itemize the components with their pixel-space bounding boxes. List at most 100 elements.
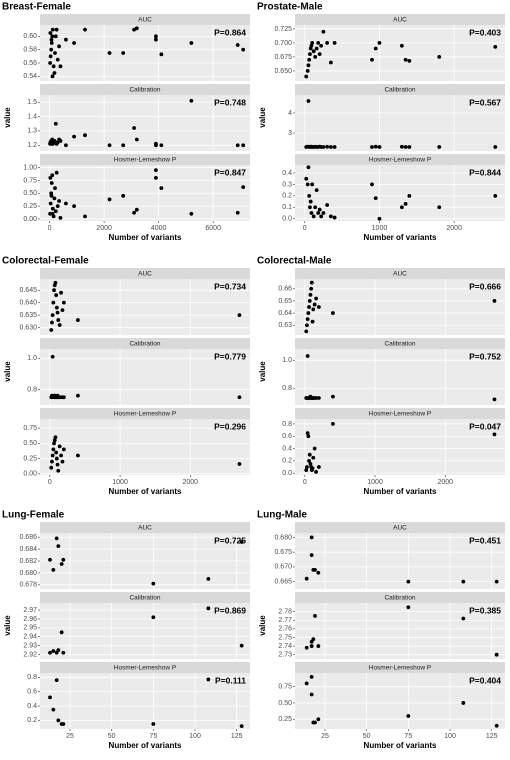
point — [492, 397, 497, 402]
annotation: P=0.666 — [469, 281, 501, 291]
point — [61, 395, 66, 400]
point — [50, 211, 55, 216]
point — [151, 581, 156, 586]
point — [53, 121, 58, 126]
point — [189, 211, 194, 216]
point — [406, 579, 411, 584]
y-tick-label: 0.25 — [23, 455, 37, 462]
x-axis-label: Number of variants — [109, 741, 182, 750]
point — [57, 444, 62, 449]
point — [313, 720, 317, 725]
y-tick-label: 0.700 — [274, 40, 292, 47]
annotation: P=0.844 — [469, 167, 501, 177]
facet-strip — [295, 662, 505, 673]
y-axis-label: value — [3, 615, 12, 636]
point — [309, 692, 314, 697]
y-tick-label: 0.675 — [274, 54, 292, 61]
point — [314, 396, 318, 400]
point — [494, 579, 499, 584]
panel — [40, 95, 250, 151]
point — [121, 193, 126, 198]
point — [53, 51, 57, 55]
point — [53, 34, 58, 39]
y-tick-label: 0.50 — [23, 190, 37, 197]
point — [325, 144, 330, 149]
point — [55, 310, 60, 315]
point — [316, 211, 321, 215]
point — [55, 462, 60, 467]
facet-strip-label: Calibration — [384, 595, 415, 602]
y-tick-label: 0.6 — [282, 433, 292, 440]
point — [241, 143, 246, 148]
point — [52, 441, 56, 446]
y-tick-label: 1.2 — [27, 142, 37, 149]
point — [49, 181, 54, 185]
point — [461, 701, 466, 705]
point — [316, 305, 321, 309]
point — [304, 645, 309, 650]
point — [310, 41, 315, 45]
y-tick-label: 0.1 — [282, 204, 292, 211]
point — [237, 395, 242, 400]
point — [159, 143, 164, 148]
point — [305, 182, 310, 187]
facet-strip-label: AUC — [138, 525, 152, 532]
y-tick-label: 0.4 — [282, 445, 292, 452]
facet-strip-label: AUC — [393, 17, 407, 24]
facet-strip-label: Hosmer-Lemeshow P — [114, 157, 177, 164]
point — [313, 614, 317, 618]
x-tick-label: 0 — [48, 225, 52, 232]
point — [309, 211, 314, 215]
point — [306, 99, 311, 103]
y-tick-label: 0.66 — [278, 286, 292, 293]
facet-strip — [40, 338, 250, 349]
x-tick-label: 0 — [303, 225, 307, 232]
point — [305, 69, 310, 73]
point — [206, 606, 211, 611]
y-tick-label: 0.0 — [282, 216, 292, 223]
y-tick-label: 0.670 — [274, 564, 292, 571]
point — [312, 302, 317, 307]
y-tick-label: 4 — [288, 110, 292, 117]
annotation: P=0.748 — [214, 97, 246, 107]
facet-strip — [295, 84, 505, 95]
y-tick-label: 0.00 — [23, 471, 37, 478]
y-tick-label: 0.8 — [282, 421, 292, 428]
chart-title: Prostate-Male — [257, 2, 323, 13]
point — [57, 323, 62, 327]
point — [373, 196, 378, 201]
point — [54, 27, 59, 32]
facet-strip-label: AUC — [138, 271, 152, 278]
point — [305, 465, 309, 469]
y-tick-label: 0.680 — [19, 570, 37, 577]
point — [48, 54, 53, 59]
point — [49, 37, 54, 42]
point — [51, 649, 56, 653]
y-tick-label: 2.78 — [278, 608, 292, 615]
y-tick-label: 1.0 — [27, 355, 37, 362]
point — [154, 175, 158, 180]
point — [57, 199, 61, 203]
y-tick-label: 2.94 — [23, 634, 37, 641]
x-tick-label: 75 — [149, 733, 157, 740]
point — [317, 207, 322, 212]
point — [239, 643, 244, 648]
point — [60, 459, 65, 464]
point — [237, 313, 242, 317]
facet-strip-label: Calibration — [384, 341, 415, 348]
point — [406, 605, 411, 610]
x-tick-label: 50 — [363, 733, 371, 740]
point — [493, 145, 498, 149]
point — [64, 37, 68, 42]
y-tick-label: 0.75 — [23, 177, 37, 184]
panel — [295, 95, 505, 151]
point — [437, 55, 442, 59]
point — [54, 450, 59, 455]
x-axis-label: Number of variants — [364, 741, 437, 750]
point — [309, 675, 314, 679]
y-tick-label: 2.96 — [23, 616, 37, 623]
facet-strip — [40, 592, 250, 603]
point — [235, 43, 240, 47]
y-tick-label: 1.4 — [27, 113, 37, 120]
point — [308, 205, 312, 210]
